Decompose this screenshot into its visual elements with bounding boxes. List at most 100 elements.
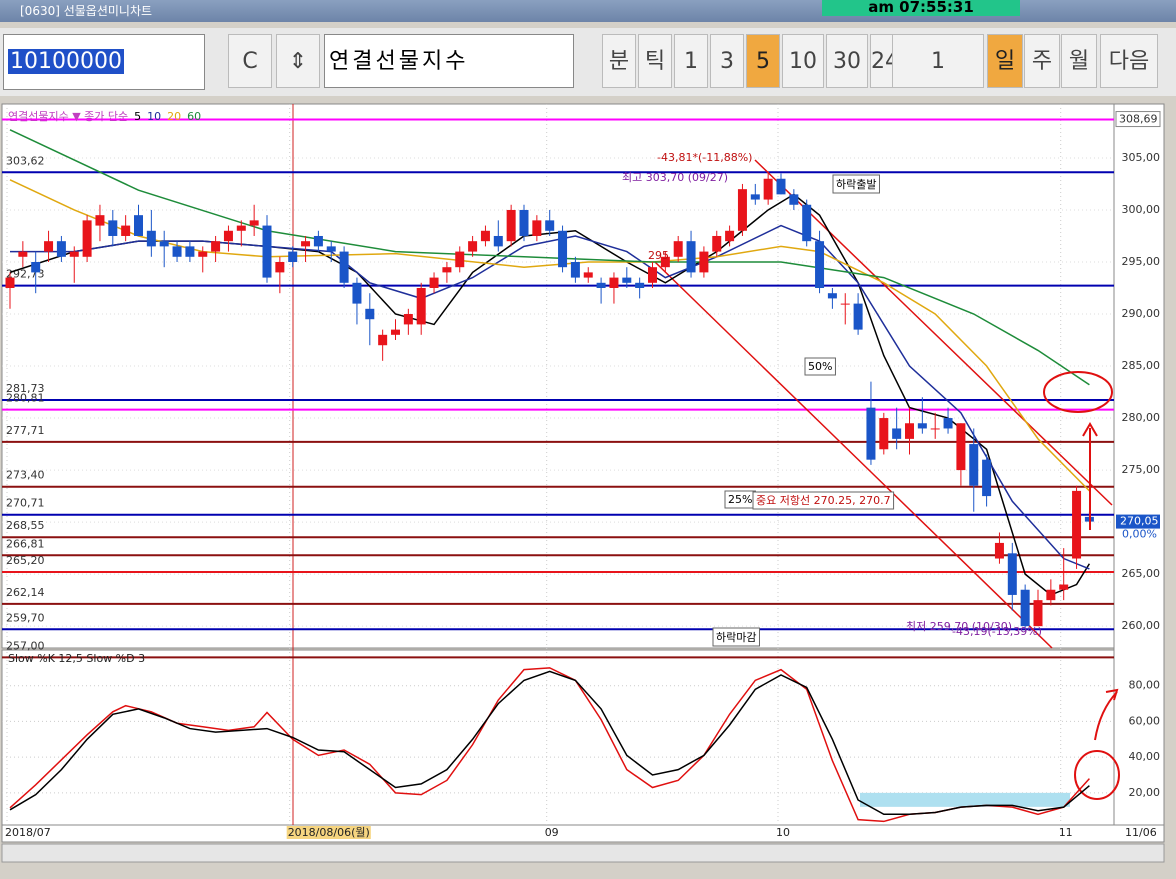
stoch-line	[9, 667, 1090, 823]
candle-body	[635, 282, 645, 288]
toolbar: 10100000 C ⇕ 연결선물지수 분틱13510302401일주월다음	[0, 28, 1176, 96]
level-label: 268,55	[6, 519, 45, 532]
candle-body	[352, 282, 362, 304]
stoch-title: Slow %K 12,5 Slow %D 3	[8, 652, 145, 665]
toolbar-button[interactable]: 틱	[638, 34, 672, 88]
candle-body	[301, 241, 311, 247]
candle-body	[673, 241, 683, 257]
window-title: [0630] 선물옵션미니차트	[20, 4, 153, 18]
toolbar-button[interactable]: 10	[782, 34, 824, 88]
price-panel	[1, 103, 1115, 649]
candle-body	[429, 277, 439, 288]
toolbar-button[interactable]: 30	[826, 34, 868, 88]
toolbar-button[interactable]: 다음	[1100, 34, 1158, 88]
candle-body	[648, 267, 657, 283]
toolbar-button[interactable]: 3	[710, 34, 744, 88]
level-label: 270,71	[6, 497, 45, 510]
candle-body	[455, 251, 465, 268]
candle-body	[776, 178, 786, 195]
level-label: 308,69	[1119, 113, 1158, 126]
x-tick-label: 10	[776, 826, 790, 839]
y-tick-label: 305,00	[1122, 151, 1161, 164]
toolbar-button[interactable]: 주	[1024, 34, 1060, 88]
annotation: 295	[648, 249, 669, 262]
candle-body	[956, 423, 966, 471]
x-end-label: 11/06	[1125, 826, 1157, 839]
candle-body	[493, 235, 503, 247]
toolbar-button[interactable]: 1	[674, 34, 708, 88]
x-axis-panel	[1, 824, 1165, 843]
y-tick-label: 40,00	[1129, 750, 1161, 763]
stoch-line	[9, 670, 1090, 816]
annotation: 중요 저항선 270.25, 270.7	[756, 494, 891, 507]
candle-body	[750, 194, 760, 200]
level-label: 259,70	[6, 611, 45, 624]
arrow	[1094, 688, 1119, 741]
level-label: 277,71	[6, 424, 45, 437]
candle-body	[840, 303, 850, 305]
candle-body	[1020, 589, 1030, 627]
candle-body	[365, 308, 375, 320]
annotation-box	[712, 627, 760, 647]
trend-line	[654, 261, 1053, 649]
change-label: 0,00%	[1122, 528, 1157, 541]
candle-body	[558, 230, 568, 268]
level-label: 262,14	[6, 586, 45, 599]
last-price: 270,05	[1120, 515, 1159, 528]
candle-body	[815, 241, 825, 288]
candle-body	[1072, 490, 1082, 559]
candle-body	[712, 235, 722, 252]
candle-body	[249, 220, 259, 226]
highlight-circle	[1043, 371, 1113, 413]
candle-body	[1059, 584, 1069, 590]
annotation-box	[832, 174, 880, 194]
candle-body	[982, 459, 992, 497]
spin-button[interactable]: ⇕	[276, 34, 320, 88]
toolbar-button[interactable]: 1	[892, 34, 984, 88]
annotation: 25%	[728, 493, 752, 506]
code-input[interactable]: 10100000	[3, 34, 205, 90]
candle-body	[95, 215, 105, 226]
candle-body	[506, 209, 516, 242]
candle-body	[879, 418, 889, 450]
annotation: -43,81*(-11,88%)	[657, 151, 752, 164]
toolbar-button[interactable]: 분	[602, 34, 636, 88]
level-label: 257,00	[6, 639, 45, 652]
candle-body	[583, 272, 593, 278]
candle-body	[108, 220, 118, 236]
level-label: 273,40	[6, 469, 45, 482]
candle-body	[686, 241, 696, 273]
candle-body	[763, 178, 773, 200]
annotation: 최고 303,70 (09/27)	[622, 171, 728, 184]
toolbar-button[interactable]: 5	[746, 34, 780, 88]
candle-body	[917, 423, 927, 429]
candle-body	[866, 407, 876, 460]
toolbar-button[interactable]: 월	[1061, 34, 1097, 88]
candle-body	[609, 277, 619, 288]
toolbar-button[interactable]: 일	[987, 34, 1023, 88]
clear-button[interactable]: C	[228, 34, 272, 88]
y-tick-label: 295,00	[1122, 255, 1161, 268]
y-tick-label: 285,00	[1122, 359, 1161, 372]
y-tick-label: 20,00	[1129, 786, 1161, 799]
candle-body	[442, 267, 452, 273]
candle-body	[313, 235, 323, 247]
candle-body	[236, 225, 246, 231]
candle-body	[596, 282, 606, 288]
annotation: 하락마감	[716, 630, 756, 644]
oversold-band	[860, 792, 1070, 807]
legend-entry: 10	[147, 110, 161, 123]
y-tick-label: 290,00	[1122, 307, 1161, 320]
candle-body	[172, 246, 182, 257]
level-label: 280,81	[6, 392, 45, 405]
x-tick-label: 11	[1059, 826, 1073, 839]
arrow-head	[1082, 422, 1098, 437]
candle-body	[622, 277, 632, 283]
y-tick-label: 275,00	[1122, 463, 1161, 476]
candle-body	[185, 246, 195, 257]
y-tick-label: 280,00	[1122, 411, 1161, 424]
candle-body	[943, 418, 953, 429]
x-label-highlight	[286, 826, 371, 839]
x-tick-label: 2018/08/06(월)	[288, 826, 370, 839]
